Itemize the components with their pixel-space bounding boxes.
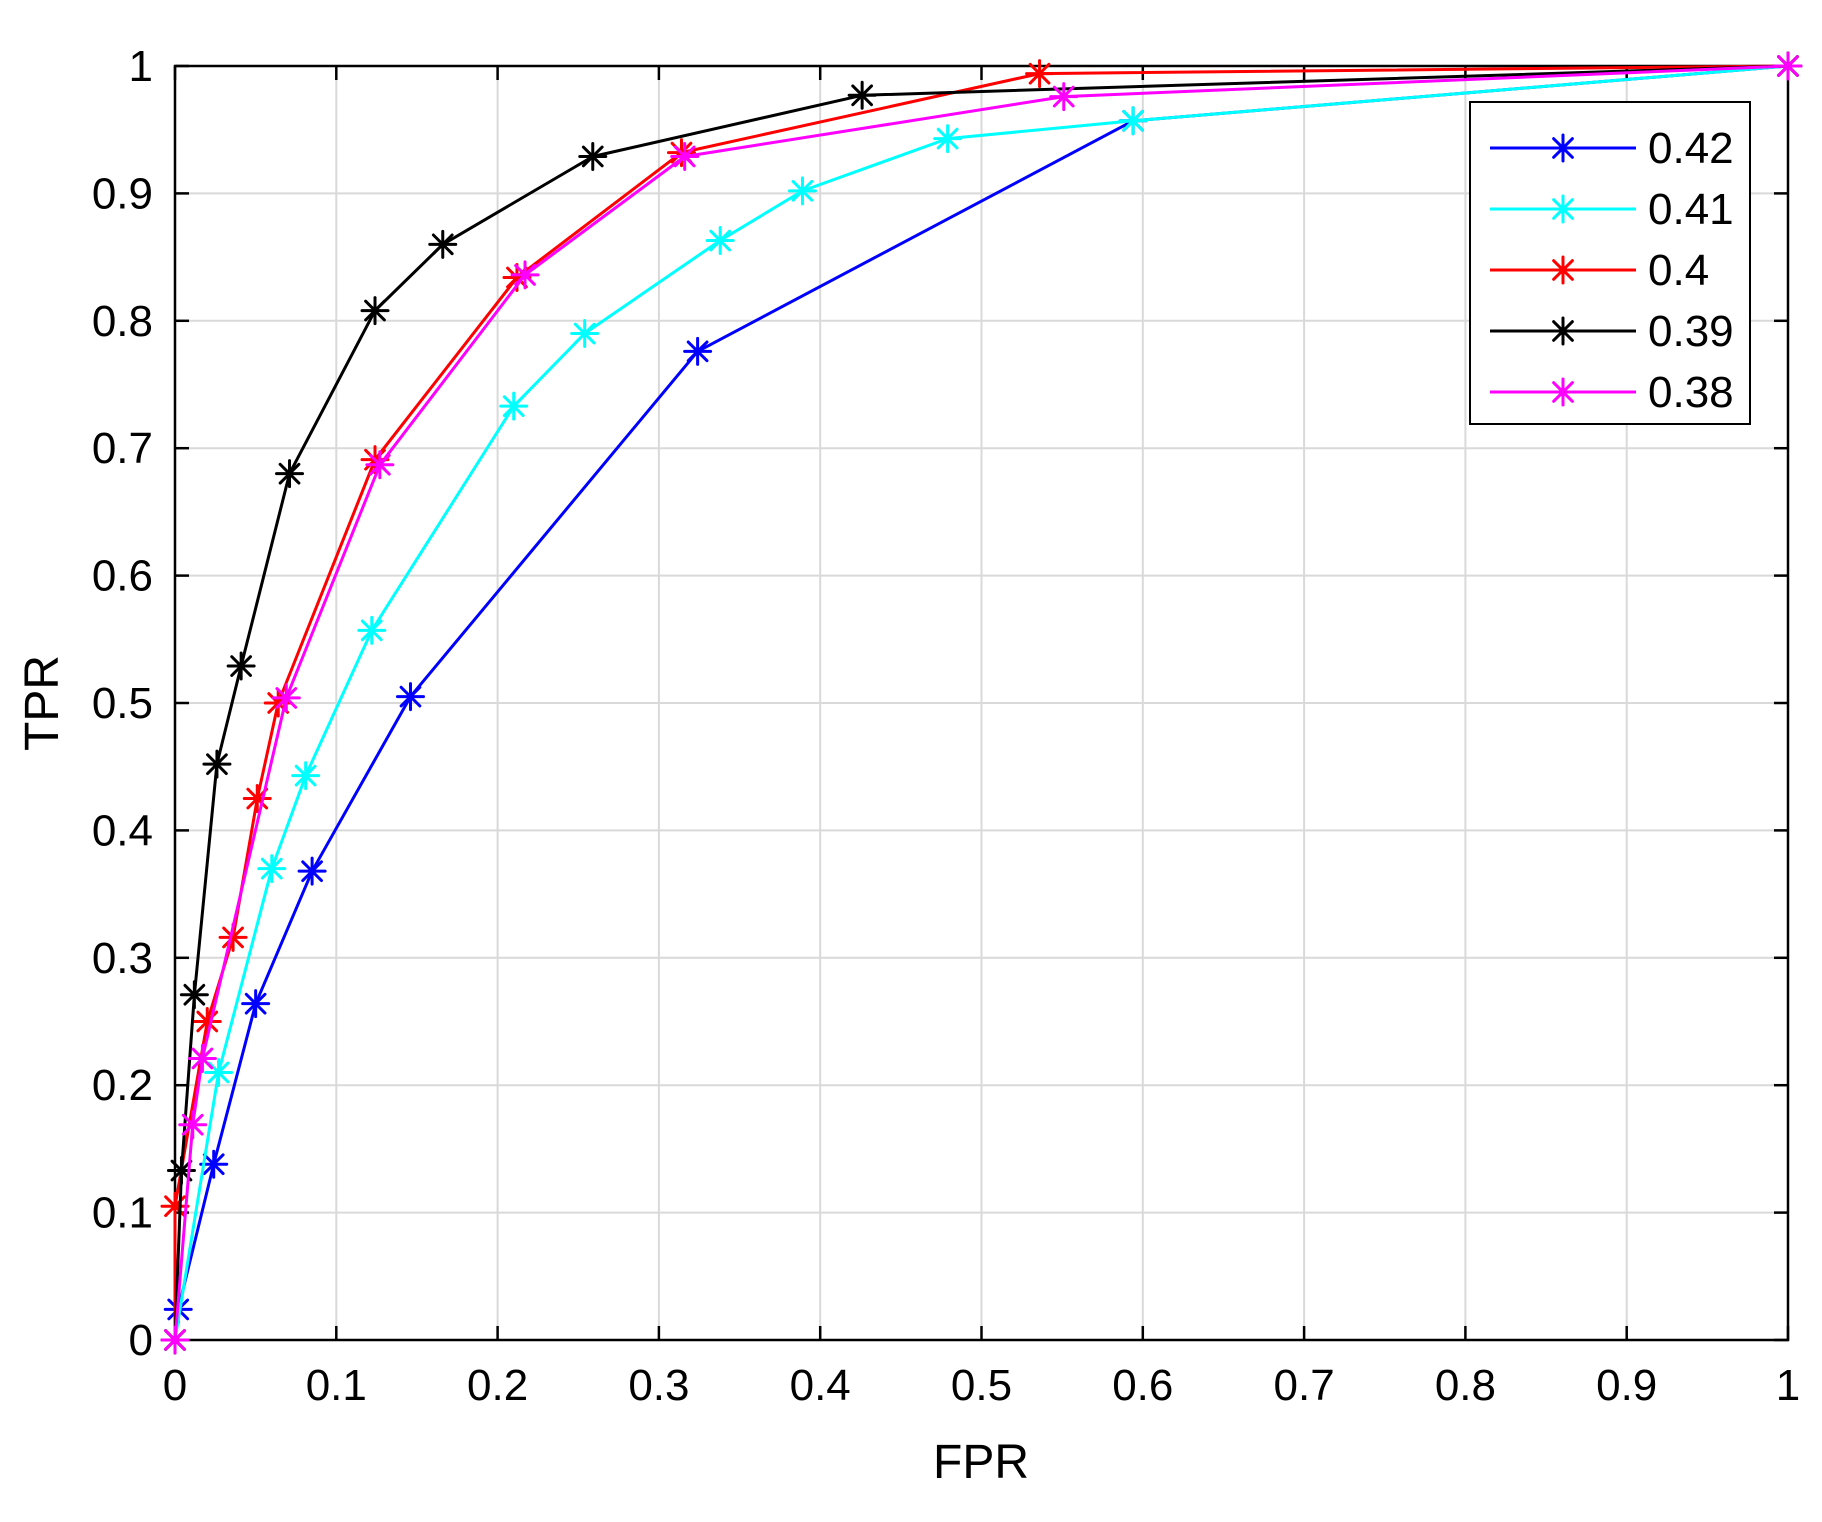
- data-point: [365, 450, 395, 480]
- data-point: [192, 1007, 222, 1036]
- series-layer: [160, 51, 1803, 1355]
- data-point: [683, 336, 713, 366]
- legend-entry: 0.41: [1490, 185, 1734, 234]
- legend-label: 0.4: [1648, 246, 1709, 295]
- series-0.38: [160, 51, 1803, 1355]
- legend-marker: [1548, 316, 1578, 346]
- y-tick-label: 0.3: [92, 934, 153, 983]
- y-tick-label: 1: [129, 42, 153, 91]
- legend-box: [1469, 101, 1751, 425]
- x-tick-label: 0.7: [1274, 1361, 1335, 1410]
- legend-marker: [1548, 194, 1578, 224]
- x-tick-label: 0.5: [951, 1361, 1012, 1410]
- legend-entry: 0.4: [1490, 246, 1709, 295]
- legend-label: 0.42: [1648, 124, 1734, 173]
- y-tick-label: 0.4: [92, 806, 153, 855]
- x-tick-label: 0.2: [467, 1361, 528, 1410]
- legend-entries: 0.42 0.41 0.4 0.39 0.38: [1490, 124, 1734, 417]
- x-tick-label: 0.8: [1435, 1361, 1496, 1410]
- data-point: [271, 683, 301, 713]
- data-point: [357, 615, 387, 645]
- legend-marker: [1548, 377, 1578, 407]
- data-point: [499, 391, 529, 421]
- data-point: [578, 141, 608, 171]
- data-point: [275, 459, 305, 489]
- data-point: [241, 989, 271, 1019]
- data-point: [1118, 106, 1148, 136]
- y-tick-label: 0.2: [92, 1061, 153, 1110]
- series-line: [173, 64, 1789, 1341]
- data-point: [1773, 51, 1803, 81]
- y-axis-label: TPR: [16, 655, 69, 751]
- x-tick-label: 0.6: [1112, 1361, 1173, 1410]
- data-point: [1049, 82, 1079, 112]
- data-point: [360, 296, 390, 326]
- legend-entry: 0.42: [1490, 124, 1734, 173]
- data-point: [199, 1149, 229, 1179]
- y-tick-label: 0.6: [92, 552, 153, 601]
- legend-label: 0.39: [1648, 307, 1734, 356]
- data-point: [570, 319, 600, 349]
- y-tick-label: 0.9: [92, 169, 153, 218]
- y-tick-label: 0: [129, 1316, 153, 1365]
- y-tick-label: 0.8: [92, 297, 153, 346]
- legend-entry: 0.38: [1490, 368, 1734, 417]
- x-tick-label: 0.9: [1596, 1361, 1657, 1410]
- legend: 0.42 0.41 0.4 0.39 0.38: [1469, 101, 1751, 425]
- y-tick-label: 0.7: [92, 424, 153, 473]
- data-point: [226, 651, 256, 681]
- legend-marker: [1548, 255, 1578, 285]
- x-tick-label: 1: [1776, 1361, 1800, 1410]
- x-tick-label: 0.4: [790, 1361, 851, 1410]
- data-point: [1025, 59, 1055, 89]
- data-point: [847, 80, 877, 110]
- data-point: [257, 854, 287, 884]
- data-point: [187, 1043, 217, 1073]
- legend-entry: 0.39: [1490, 307, 1734, 356]
- legend-marker: [1548, 133, 1578, 163]
- data-point: [179, 980, 209, 1010]
- data-point: [297, 856, 327, 886]
- legend-label: 0.38: [1648, 368, 1734, 417]
- x-tick-labels: 0 0.1 0.2 0.3 0.4 0.5 0.6 0.7 0.8 0.9 1: [163, 1361, 1800, 1410]
- data-point: [395, 682, 425, 712]
- x-axis-label: FPR: [933, 1436, 1029, 1489]
- x-tick-label: 0.1: [306, 1361, 367, 1410]
- y-tick-label: 0.1: [92, 1189, 153, 1238]
- data-point: [178, 1110, 208, 1140]
- data-point: [787, 176, 817, 206]
- data-point: [510, 260, 540, 290]
- data-point: [291, 761, 321, 791]
- data-point: [705, 226, 735, 256]
- data-point: [160, 1325, 190, 1355]
- x-tick-label: 0: [163, 1361, 187, 1410]
- legend-label: 0.41: [1648, 185, 1734, 234]
- y-tick-labels: 0 0.1 0.2 0.3 0.4 0.5 0.6 0.7 0.8 0.9 1: [92, 42, 153, 1365]
- data-point: [428, 229, 458, 259]
- data-point: [670, 141, 700, 171]
- x-tick-label: 0.3: [628, 1361, 689, 1410]
- data-point: [933, 124, 963, 154]
- data-point: [202, 749, 232, 779]
- y-tick-label: 0.5: [92, 679, 153, 728]
